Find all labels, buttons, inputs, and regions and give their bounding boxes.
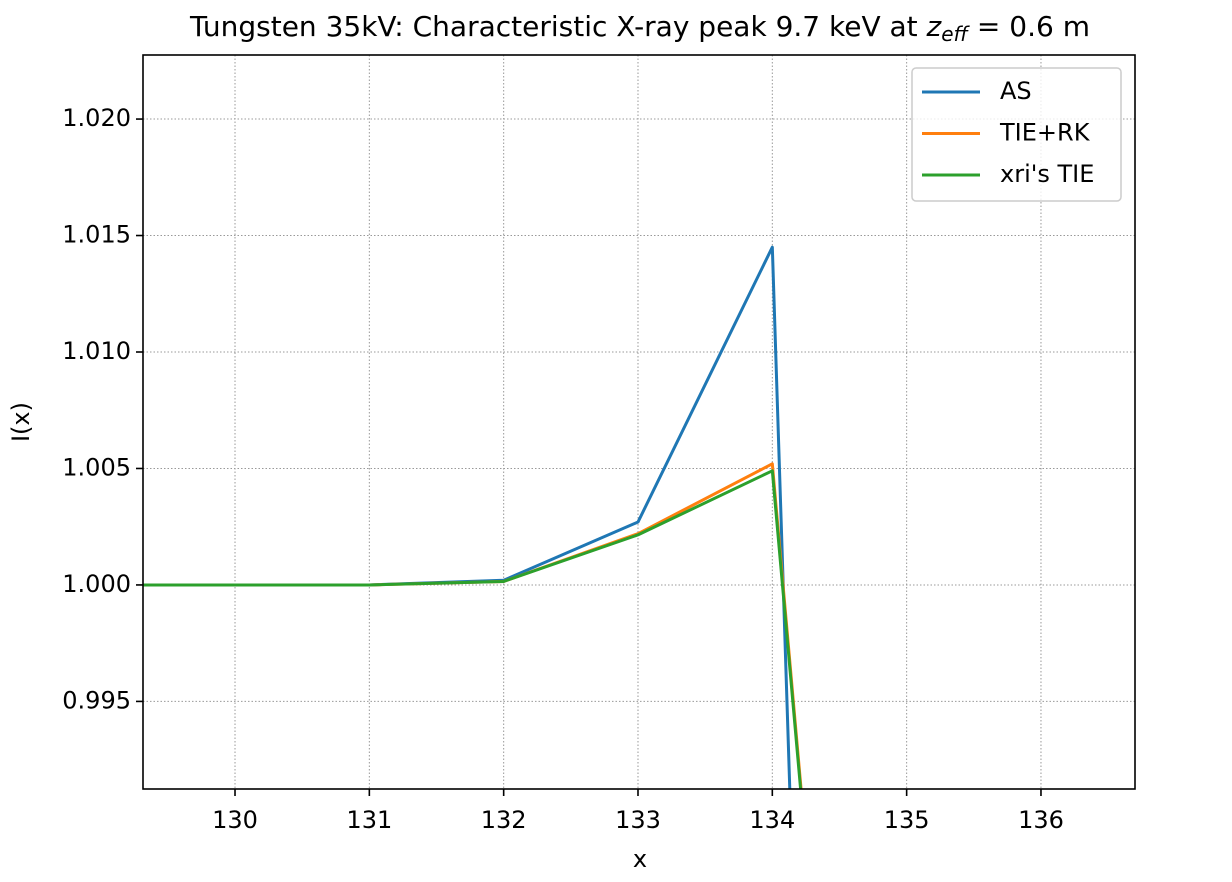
title-text: = 0.6 m	[968, 10, 1090, 43]
x-tick-label: 134	[749, 806, 795, 834]
y-tick-label: 1.000	[62, 570, 131, 598]
y-tick-label: 1.010	[62, 337, 131, 365]
x-tick-label: 135	[884, 806, 930, 834]
plot-frame	[142, 54, 1136, 790]
y-tick-label: 1.020	[62, 104, 131, 132]
y-tick-label: 1.015	[62, 221, 131, 249]
y-tick-label: 0.995	[62, 686, 131, 714]
legend-label: xri's TIE	[1000, 160, 1094, 188]
series-line	[143, 469, 803, 789]
y-axis-label: I(x)	[7, 402, 35, 442]
title-text: Tungsten 35kV: Characteristic X-ray peak…	[189, 10, 927, 43]
x-tick-label: 130	[212, 806, 258, 834]
x-tick-label: 131	[346, 806, 392, 834]
legend-label: AS	[1000, 77, 1032, 105]
x-tick-label: 132	[481, 806, 527, 834]
legend-box	[911, 67, 1122, 202]
y-tick-label: 1.005	[62, 453, 131, 481]
x-tick-label: 136	[1018, 806, 1064, 834]
x-axis-label: x	[633, 845, 647, 873]
title-var: z	[926, 10, 943, 43]
title-subscript: eff	[941, 22, 970, 46]
legend: AS TIE+RK xri's TIE	[911, 67, 1122, 202]
legend-label: TIE+RK	[999, 119, 1091, 147]
chart-title: Tungsten 35kV: Characteristic X-ray peak…	[189, 10, 1090, 46]
x-tick-label: 133	[615, 806, 661, 834]
plot-lines	[143, 245, 803, 789]
